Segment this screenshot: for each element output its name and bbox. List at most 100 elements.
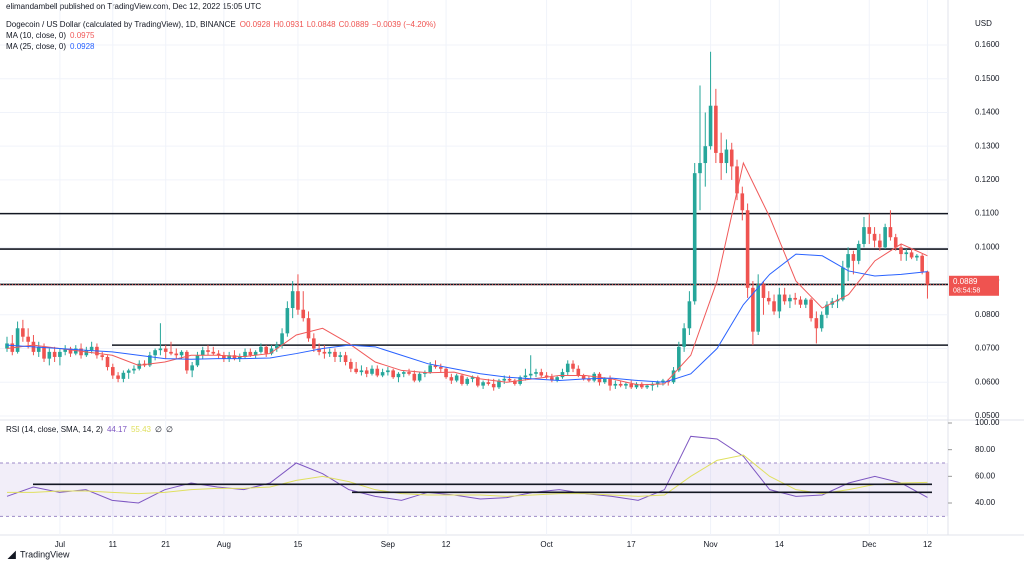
y-tick-label: 0.1000 — [975, 242, 1000, 251]
candle-body — [89, 346, 94, 351]
candle-body — [386, 370, 390, 373]
candle-body — [349, 361, 353, 369]
candle-body — [761, 284, 766, 298]
candle-body — [200, 350, 205, 356]
candle-body — [793, 297, 798, 300]
x-tick-label: 21 — [161, 540, 170, 549]
candle-body — [58, 351, 62, 357]
candle-body — [227, 355, 231, 359]
candle-body — [306, 318, 311, 339]
candle-body — [417, 373, 422, 381]
candle-body — [777, 294, 782, 312]
candle-body — [729, 149, 734, 167]
candle-body — [629, 383, 634, 388]
candle-body — [878, 240, 882, 248]
candle-body — [534, 372, 538, 374]
candle-body — [370, 368, 374, 374]
candle-body — [677, 346, 681, 371]
x-tick-label: Dec — [862, 540, 876, 549]
candle-body — [433, 365, 438, 368]
candle-body — [327, 351, 332, 354]
candle-body — [555, 377, 559, 381]
ohlc-label: O0.0928 — [240, 20, 271, 29]
candle-body — [798, 299, 803, 305]
ma-value: 0.0928 — [70, 42, 95, 51]
candle-body — [502, 378, 507, 381]
candle-body — [592, 373, 596, 381]
candle-body — [248, 351, 253, 356]
y-tick-label: 80.00 — [975, 445, 996, 454]
candle-body — [375, 368, 380, 376]
candle-body — [539, 372, 544, 376]
candle-body — [174, 353, 179, 356]
candle-body — [491, 383, 496, 388]
candle-body — [338, 355, 343, 357]
candle-body — [84, 350, 89, 356]
candle-body — [703, 146, 708, 164]
candle-body — [513, 380, 517, 384]
candle-body — [428, 365, 432, 373]
candle-body — [841, 267, 845, 300]
candle-body — [772, 301, 776, 312]
candle-body — [232, 355, 237, 359]
ma-label: MA (10, close, 0) — [6, 31, 66, 40]
candle-body — [893, 237, 898, 248]
ma-value: 0.0975 — [70, 31, 95, 40]
candle-body — [460, 375, 464, 384]
candle-body — [655, 382, 660, 384]
candle-body — [523, 375, 528, 378]
publisher: elimandambell published on TradingView.c… — [6, 2, 261, 11]
candle-body — [904, 252, 909, 255]
candle-body — [634, 383, 639, 388]
brand: TradingView — [20, 549, 70, 559]
candle-body — [396, 373, 401, 378]
candle-body — [819, 314, 824, 329]
candle-body — [544, 375, 549, 378]
candle-body — [814, 318, 819, 329]
candle-body — [883, 227, 887, 248]
candle-body — [602, 378, 607, 383]
candle-body — [354, 368, 358, 373]
candle-body — [42, 346, 46, 359]
candle-body — [312, 338, 316, 349]
candle-body — [169, 351, 173, 354]
candle-body — [925, 271, 930, 285]
y-tick-label: 0.0500 — [975, 411, 1000, 420]
y-tick-label: 60.00 — [975, 471, 996, 480]
title: Dogecoin / US Dollar (calculated by Trad… — [6, 20, 236, 29]
candle-body — [79, 348, 83, 356]
candle-body — [714, 105, 718, 153]
candle-body — [846, 254, 850, 268]
candle-body — [560, 372, 565, 378]
candle-body — [222, 355, 226, 359]
candle-body — [803, 299, 808, 305]
candle-body — [322, 351, 327, 354]
candle-body — [465, 378, 470, 384]
candle-body — [851, 254, 856, 261]
candle-body — [692, 173, 697, 302]
candle-body — [190, 365, 194, 371]
candle-body — [618, 383, 623, 386]
x-tick-label: 12 — [442, 540, 451, 549]
candle-body — [391, 370, 395, 378]
candle-body — [5, 343, 9, 349]
candle-body — [15, 328, 20, 352]
candle-body — [412, 373, 417, 381]
moving-average — [6, 161, 928, 386]
candle-body — [105, 356, 110, 368]
x-tick-label: 14 — [775, 540, 784, 549]
candle-body — [613, 383, 618, 386]
candle-body — [909, 252, 914, 258]
ohlc-label: −0.0039 (−4.20%) — [372, 20, 436, 29]
candle-body — [343, 355, 348, 362]
candle-body — [867, 227, 872, 234]
candle-body — [624, 383, 628, 386]
ohlc-label: H0.0931 — [273, 20, 304, 29]
candle-body — [132, 368, 136, 371]
y-tick-label: 0.1200 — [975, 175, 1000, 184]
rsi-band — [0, 463, 948, 517]
candle-body — [36, 346, 41, 352]
moving-average — [6, 253, 928, 383]
